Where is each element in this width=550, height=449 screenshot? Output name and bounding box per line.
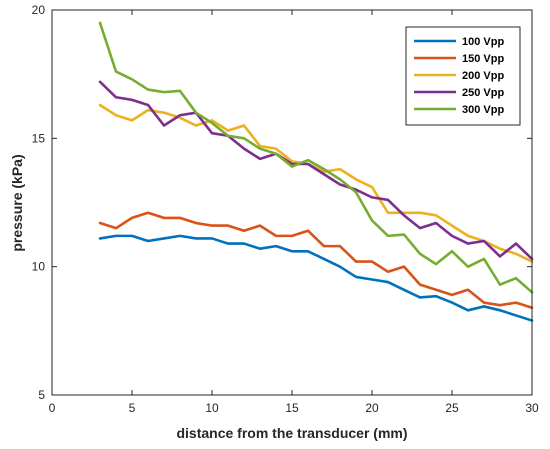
x-tick-label: 30 (525, 401, 539, 415)
x-tick-label: 20 (365, 401, 379, 415)
series-layer (98, 21, 534, 322)
y-tick-label: 5 (38, 388, 45, 402)
legend-label-1: 100 Vpp (462, 36, 504, 48)
y-tick-label: 10 (32, 260, 46, 274)
y-axis-label: pressure (kPa) (9, 154, 25, 251)
series-line-1 (98, 234, 534, 322)
x-tick-label: 15 (285, 401, 299, 415)
series-line-2 (98, 211, 534, 310)
legend-label-2: 150 Vpp (462, 53, 504, 65)
legend: 100 Vpp 150 Vpp 200 Vpp 250 Vpp 300 Vpp (405, 26, 521, 126)
x-tick-label: 25 (445, 401, 459, 415)
y-tick-label: 15 (32, 131, 46, 145)
legend-label-3: 200 Vpp (462, 70, 504, 82)
x-tick-label: 5 (129, 401, 136, 415)
series-line-4 (98, 80, 534, 261)
x-tick-label: 10 (205, 401, 219, 415)
legend-label-5: 300 Vpp (462, 104, 504, 116)
series-line-5 (98, 21, 534, 294)
legend-label-4: 250 Vpp (462, 87, 504, 99)
x-axis-label: distance from the transducer (mm) (176, 425, 407, 441)
x-tick-label: 0 (49, 401, 56, 415)
y-tick-label: 20 (32, 3, 46, 17)
